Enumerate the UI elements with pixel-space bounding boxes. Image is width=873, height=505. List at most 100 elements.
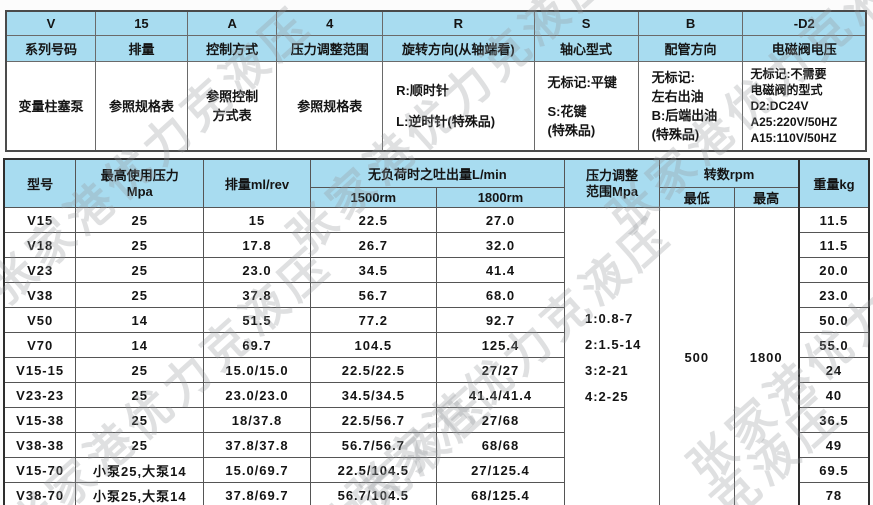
spec-row: V70 14 69.7 104.5 125.4 55.0 xyxy=(3,332,870,358)
displacement-cell: 17.8 xyxy=(203,232,311,258)
speed-min-cell: 500 xyxy=(659,207,735,505)
pressure-cell: 25 xyxy=(75,357,205,383)
flow-1800-cell: 68.0 xyxy=(435,282,565,308)
pressure-cell: 25 xyxy=(75,407,205,433)
desc-line: (特殊品) xyxy=(651,127,700,142)
flow-1800-cell: 32.0 xyxy=(435,232,565,258)
weight-cell: 11.5 xyxy=(797,207,870,233)
pressure-cell: 小泵25,大泵14 xyxy=(75,457,205,483)
model-col-header: 型号 xyxy=(3,158,77,208)
model-cell: V50 xyxy=(3,307,77,333)
desc-line: L:逆时针(特殊品) xyxy=(396,114,496,129)
code-cell: B xyxy=(637,10,744,36)
spec-row: V38-38 25 37.8/37.8 56.7/56.7 68/68 49 xyxy=(3,432,870,458)
displacement-cell: 51.5 xyxy=(203,307,311,333)
flow-1500-cell: 34.5/34.5 xyxy=(309,382,437,408)
code-label-cell: 轴心型式 xyxy=(533,35,639,62)
code-label-cell: 配管方向 xyxy=(637,35,744,62)
flow-1800-cell: 68/125.4 xyxy=(435,482,565,505)
weight-cell: 40 xyxy=(797,382,870,408)
weight-cell: 20.0 xyxy=(797,257,870,283)
spec-header-row-1: 型号 最高使用压力 Mpa 排量ml/rev 无负荷时之吐出量L/min 压力调… xyxy=(3,158,870,208)
code-label-cell: 电磁阀电压 xyxy=(742,35,867,62)
pressure-range-cell: 1:0.8-7 2:1.5-14 3:2-21 4:2-25 xyxy=(563,207,661,505)
displacement-cell: 18/37.8 xyxy=(203,407,311,433)
spec-row: V50 14 51.5 77.2 92.7 50.0 xyxy=(3,307,870,333)
spec-row: V15-70 小泵25,大泵14 15.0/69.7 22.5/104.5 27… xyxy=(3,457,870,483)
displacement-cell: 23.0 xyxy=(203,257,311,283)
speed-header: 转数rpm xyxy=(659,158,800,188)
flow-1800-cell: 92.7 xyxy=(435,307,565,333)
weight-cell: 36.5 xyxy=(797,407,870,433)
max-pressure-col-header: 最高使用压力 Mpa xyxy=(75,158,205,208)
flow-1500-cell: 56.7 xyxy=(309,282,437,308)
pressure-cell: 14 xyxy=(75,332,205,358)
flow-1500-cell: 26.7 xyxy=(309,232,437,258)
model-cell: V38 xyxy=(3,282,77,308)
code-desc-cell: 无标记:平键 S:花键 (特殊品) xyxy=(533,61,639,152)
flow-1800-cell: 27.0 xyxy=(435,207,565,233)
flow-1800-cell: 68/68 xyxy=(435,432,565,458)
displacement-cell: 37.8 xyxy=(203,282,311,308)
speed-max-header: 最高 xyxy=(733,187,800,208)
flow-1500-cell: 34.5 xyxy=(309,257,437,283)
code-cell: 4 xyxy=(276,10,384,36)
flow-1800-header: 1800rm xyxy=(435,187,565,208)
spec-row: V38 25 37.8 56.7 68.0 23.0 xyxy=(3,282,870,308)
code-label-row: 系列号码 排量 控制方式 压力调整范围 旋转方向(从轴端看) 轴心型式 配管方向… xyxy=(5,35,867,62)
code-cell: V xyxy=(5,10,96,36)
flow-1800-cell: 27/27 xyxy=(435,357,565,383)
model-cell: V15-15 xyxy=(3,357,77,383)
model-cell: V23 xyxy=(3,257,77,283)
weight-col-header: 重量kg xyxy=(797,158,870,208)
desc-line: 无标记:平键 xyxy=(547,74,617,90)
desc-line: A15:110V/50HZ xyxy=(750,131,837,145)
pressure-cell: 25 xyxy=(75,282,205,308)
header-line: 压力调整 xyxy=(586,167,639,183)
code-row: V 15 A 4 R S B -D2 xyxy=(5,10,867,36)
desc-line: 方式表 xyxy=(212,108,252,123)
model-cell: V15-38 xyxy=(3,407,77,433)
desc-line: D2:DC24V xyxy=(750,99,809,113)
pressure-cell: 25 xyxy=(75,257,205,283)
pressure-cell: 小泵25,大泵14 xyxy=(75,482,205,505)
model-cell: V38-70 xyxy=(3,482,77,505)
spec-row: V23-23 25 23.0/23.0 34.5/34.5 41.4/41.4 … xyxy=(3,382,870,408)
displacement-cell: 15 xyxy=(203,207,311,233)
weight-cell: 55.0 xyxy=(797,332,870,358)
speed-max-cell: 1800 xyxy=(733,207,800,505)
desc-line: 参照规格表 xyxy=(108,98,174,114)
flow-1500-cell: 104.5 xyxy=(309,332,437,358)
weight-cell: 49 xyxy=(797,432,870,458)
desc-line: 左右出油 xyxy=(651,89,704,104)
displacement-col-header: 排量ml/rev xyxy=(203,158,311,208)
model-cell: V15 xyxy=(3,207,77,233)
code-desc-cell: 参照规格表 xyxy=(94,61,188,152)
weight-cell: 23.0 xyxy=(797,282,870,308)
code-cell: S xyxy=(533,10,639,36)
flow-1500-cell: 22.5 xyxy=(309,207,437,233)
code-desc-row: 变量柱塞泵 参照规格表 参照控制 方式表 参照规格表 R:顺时针 L:逆时针(特… xyxy=(5,61,867,152)
flow-1800-cell: 125.4 xyxy=(435,332,565,358)
pressure-range-col-header: 压力调整 范围Mpa xyxy=(563,158,661,208)
spec-row: V23 25 23.0 34.5 41.4 20.0 xyxy=(3,257,870,283)
code-cell: R xyxy=(382,10,535,36)
specifications-table: 型号 最高使用压力 Mpa 排量ml/rev 无负荷时之吐出量L/min 压力调… xyxy=(3,158,870,505)
spec-header-row-2: 1500rm 1800rm 最低 最高 xyxy=(4,187,869,208)
desc-line: B:后端出油 xyxy=(651,108,718,123)
model-cell: V15-70 xyxy=(3,457,77,483)
displacement-cell: 15.0/69.7 xyxy=(203,457,311,483)
flow-1500-cell: 77.2 xyxy=(309,307,437,333)
displacement-cell: 37.8/69.7 xyxy=(203,482,311,505)
flow-1800-cell: 41.4/41.4 xyxy=(435,382,565,408)
model-cell: V18 xyxy=(3,232,77,258)
pressure-range-line: 3:2-21 xyxy=(584,362,629,378)
code-label-cell: 控制方式 xyxy=(186,35,278,62)
desc-line: 无标记:不需要 xyxy=(750,67,827,81)
weight-cell: 50.0 xyxy=(797,307,870,333)
pressure-range-line: 4:2-25 xyxy=(584,388,629,404)
model-cell: V38-38 xyxy=(3,432,77,458)
speed-min-header: 最低 xyxy=(659,187,735,208)
flow-1500-cell: 56.7/56.7 xyxy=(309,432,437,458)
